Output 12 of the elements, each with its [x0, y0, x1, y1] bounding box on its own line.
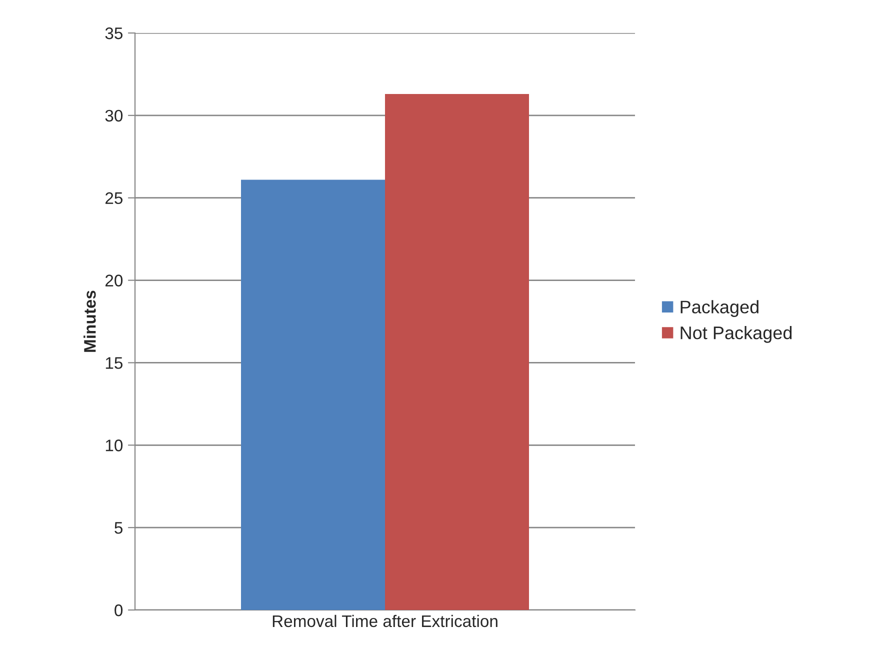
y-tick-label: 0 — [114, 604, 123, 616]
y-axis-title: Minutes — [84, 290, 96, 352]
y-tick-label: 10 — [106, 440, 123, 452]
y-tick-label: 5 — [114, 522, 122, 534]
y-tick-label: 30 — [105, 110, 123, 122]
x-tick-label: Removal Time after Extrication — [272, 614, 498, 628]
y-tick-label: 25 — [105, 192, 122, 204]
legend-label: Not Packaged — [680, 326, 792, 343]
y-tick-label: 15 — [106, 357, 122, 369]
legend-label: Packaged — [680, 300, 758, 317]
y-tick-label: 35 — [105, 27, 122, 40]
y-tick-label: 20 — [105, 274, 123, 286]
